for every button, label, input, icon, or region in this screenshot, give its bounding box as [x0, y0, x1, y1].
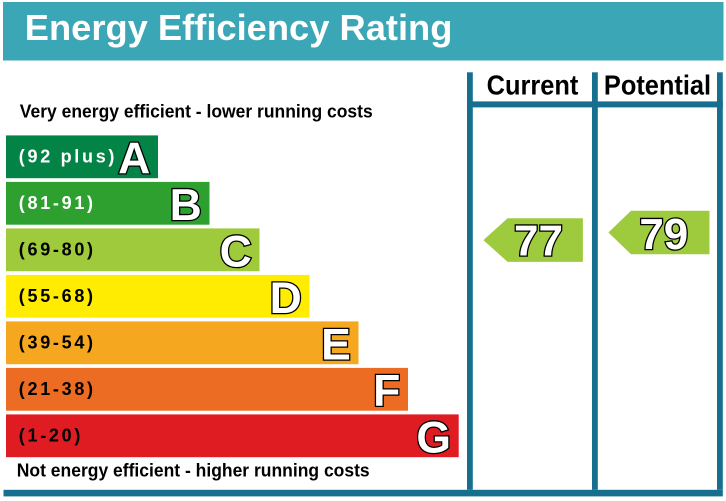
svg-text:F: F	[373, 367, 400, 416]
svg-text:C: C	[220, 227, 252, 276]
svg-text:(81-91): (81-91)	[19, 193, 96, 213]
svg-text:Energy Efficiency Rating: Energy Efficiency Rating	[25, 7, 453, 48]
svg-text:Potential: Potential	[604, 70, 711, 101]
svg-text:Very energy efficient - lower: Very energy efficient - lower running co…	[20, 101, 373, 121]
svg-text:(21-38): (21-38)	[19, 379, 96, 399]
svg-text:Current: Current	[487, 70, 579, 101]
svg-text:A: A	[118, 134, 150, 183]
svg-text:(1-20): (1-20)	[19, 425, 83, 445]
svg-text:(55-68): (55-68)	[19, 286, 96, 306]
svg-text:77: 77	[514, 216, 563, 265]
svg-text:(39-54): (39-54)	[19, 332, 96, 352]
svg-text:G: G	[416, 413, 451, 462]
svg-text:(92 plus): (92 plus)	[19, 146, 117, 166]
svg-text:B: B	[170, 181, 202, 230]
svg-text:(69-80): (69-80)	[19, 239, 96, 259]
svg-text:D: D	[270, 274, 302, 323]
svg-text:79: 79	[639, 210, 688, 259]
svg-text:E: E	[321, 320, 351, 369]
svg-text:Not energy efficient - higher: Not energy efficient - higher running co…	[17, 460, 370, 480]
